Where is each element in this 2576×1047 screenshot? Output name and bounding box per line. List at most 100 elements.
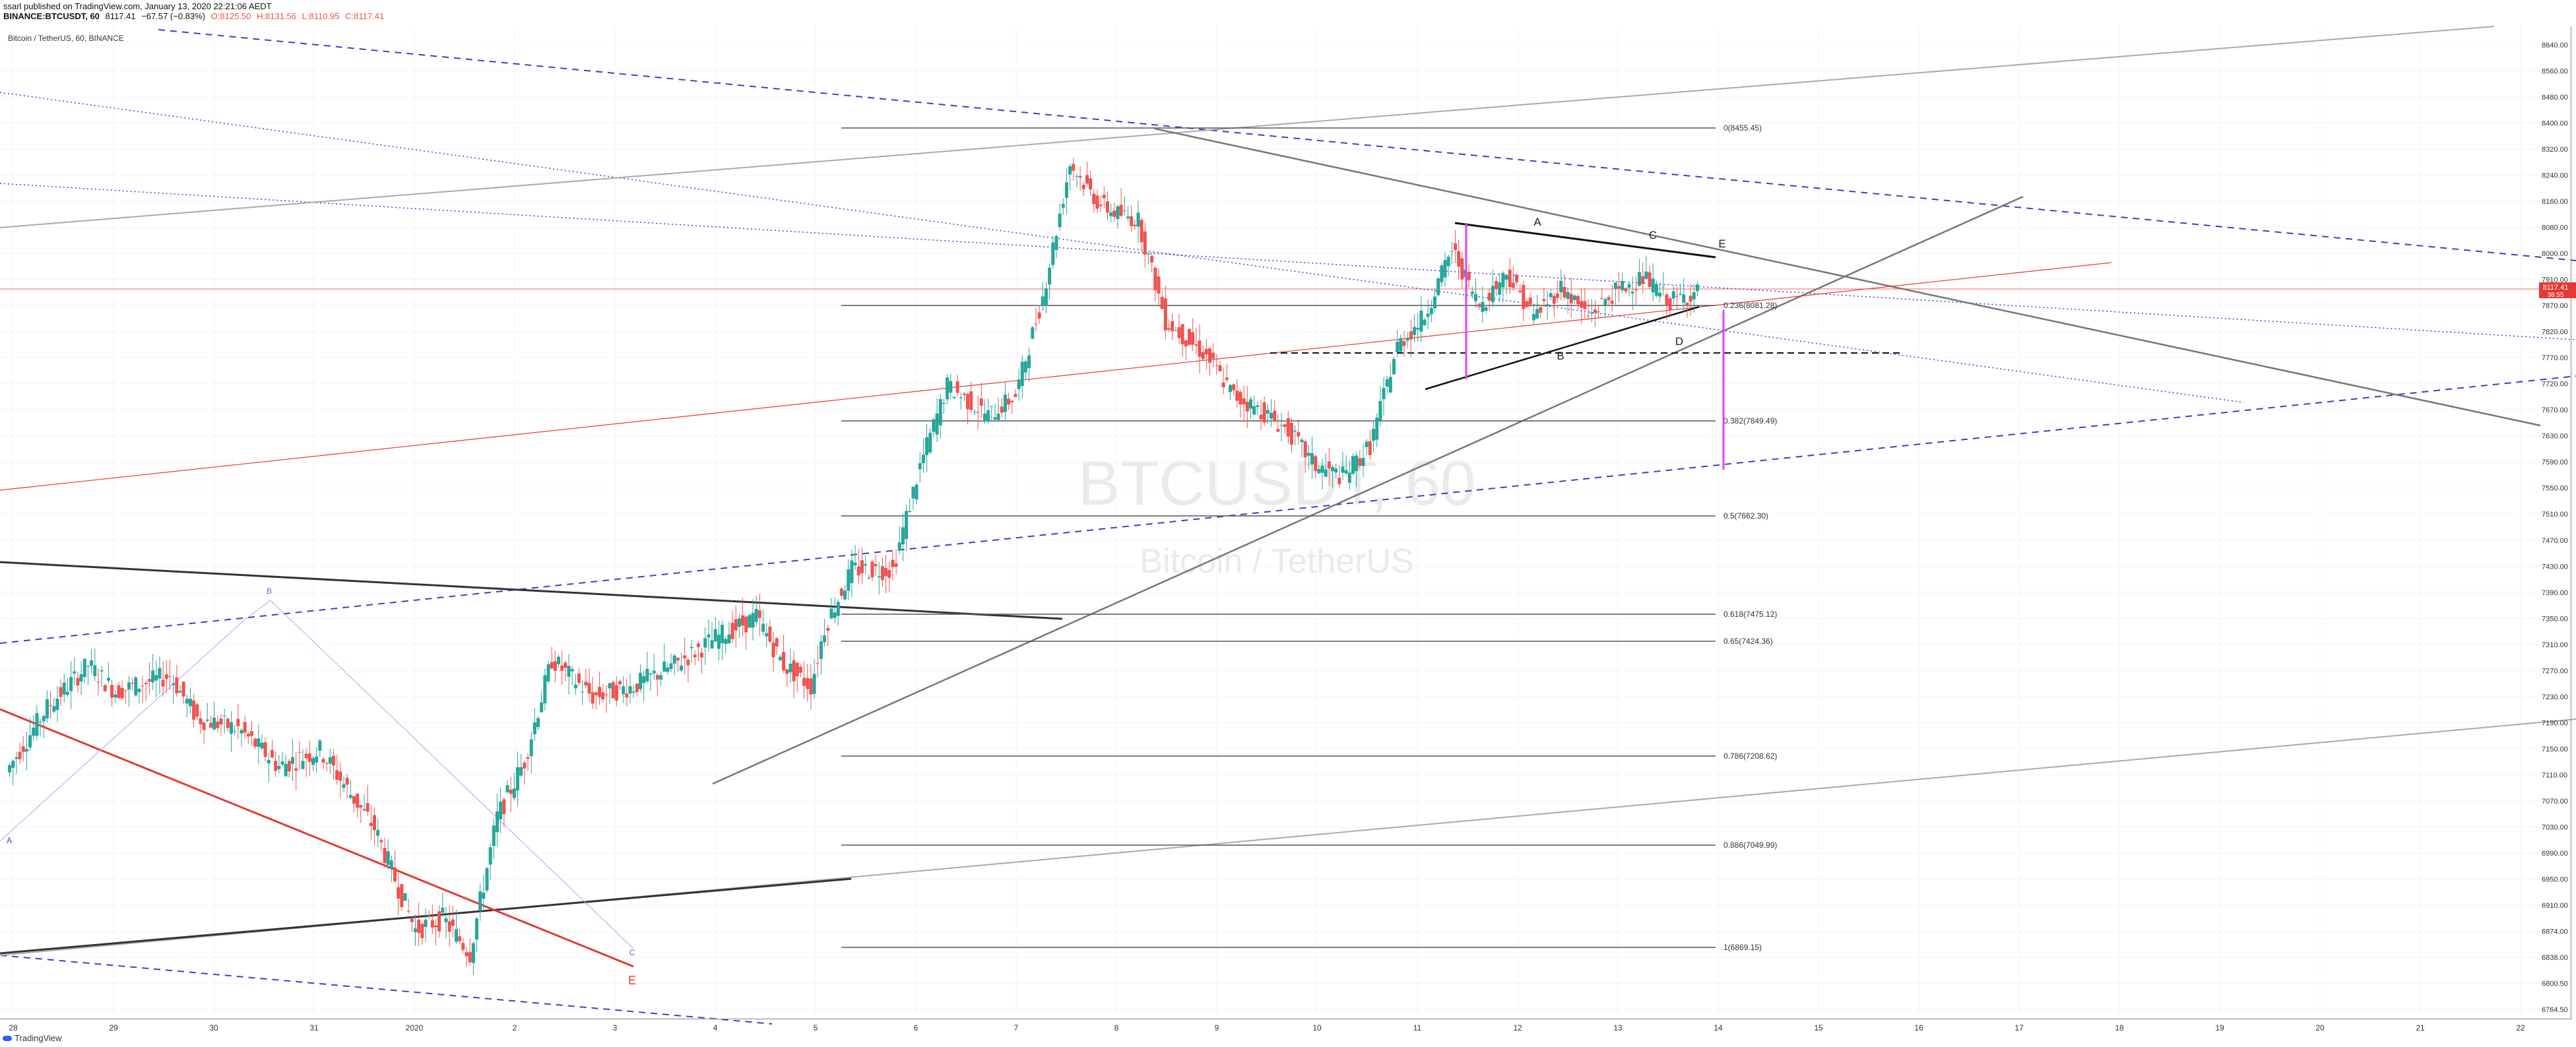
candle-body — [59, 687, 63, 697]
candle-body — [1290, 423, 1294, 445]
abc-leg-1 — [0, 619, 245, 842]
candle-body — [880, 566, 884, 581]
candle-body — [1491, 286, 1495, 303]
wave-label-d: D — [1675, 335, 1683, 348]
time-tick-label: 11 — [1413, 1023, 1422, 1032]
candle-body — [1396, 342, 1400, 353]
candle-body — [76, 678, 80, 686]
candle-body — [369, 823, 373, 826]
candle-body — [1481, 301, 1485, 312]
candle-body — [434, 925, 438, 928]
candle-body — [570, 669, 574, 672]
candle-body — [1279, 425, 1283, 426]
candle-body — [982, 413, 986, 420]
time-axis[interactable]: 28 29 30 31 2020 2 3 4 5 6 7 8 9 10 11 12 13 14 15 16 17 18 19… — [9, 1023, 2525, 1032]
price-tick-label: 8560.00 — [2542, 68, 2568, 76]
candle-body — [1146, 253, 1150, 255]
candle-body — [1133, 224, 1137, 226]
candle-body — [82, 658, 86, 678]
blue-channel-lower — [0, 955, 773, 1025]
candle-body — [117, 685, 121, 699]
price-tick-label: 7550.00 — [2542, 485, 2568, 493]
candle-body — [979, 398, 983, 406]
candle-body — [284, 764, 288, 777]
price-tick-label: 6910.00 — [2542, 902, 2568, 910]
candle-body — [290, 757, 294, 764]
candle-body — [1119, 205, 1123, 216]
candle-body — [823, 635, 827, 643]
candle-body — [911, 487, 915, 499]
candle-body — [1293, 430, 1297, 432]
candle-body — [1027, 355, 1031, 368]
candle-body — [836, 602, 840, 616]
candle-body — [1484, 307, 1488, 311]
candle-body — [1511, 282, 1515, 288]
candle-body — [1405, 337, 1409, 341]
candle-body — [1685, 302, 1689, 305]
candle-body — [1068, 166, 1072, 175]
candle-body — [345, 777, 349, 785]
candle-body — [1474, 294, 1478, 301]
candle-body — [1232, 384, 1236, 391]
candle-body — [263, 742, 267, 757]
candle-body — [962, 393, 966, 395]
candle-body — [1095, 195, 1099, 209]
candle-body — [1177, 327, 1181, 338]
candle-body — [700, 652, 704, 658]
price-tick-label: 7590.00 — [2542, 459, 2568, 466]
candle-body — [587, 683, 591, 694]
candle-body — [966, 394, 970, 410]
wave-label-e: E — [1718, 238, 1725, 250]
candle-body — [942, 402, 946, 404]
candle-body — [567, 666, 571, 677]
candle-body — [1692, 292, 1696, 300]
candle-body — [1259, 414, 1263, 420]
price-axis[interactable]: 8640.00 8560.00 8480.00 8400.00 8320.00 8240.… — [2542, 42, 2568, 1014]
candle-body — [655, 675, 659, 680]
candle-body — [475, 918, 479, 940]
candle-body — [1583, 301, 1587, 309]
candle-body — [1654, 284, 1658, 296]
candle-body — [1426, 313, 1430, 317]
candle-body — [526, 757, 530, 759]
candle-body — [90, 660, 94, 666]
candle-body — [1297, 432, 1301, 437]
candle-body — [1675, 296, 1679, 297]
candle-body — [672, 655, 676, 664]
candle-body — [492, 825, 496, 846]
candle-body — [35, 713, 39, 736]
candle-body — [639, 672, 643, 689]
candle-body — [113, 694, 117, 698]
candles — [8, 158, 1699, 976]
time-tick-label: 5 — [814, 1023, 818, 1032]
candle-body — [1099, 205, 1103, 206]
candle-body — [311, 758, 315, 765]
candle-body — [270, 749, 274, 758]
candle-body — [1153, 267, 1157, 291]
candle-body — [792, 660, 796, 682]
abc-leg-2 — [243, 600, 271, 621]
candle-body — [147, 679, 151, 682]
candle-body — [959, 397, 963, 398]
price-tick-label: 7070.00 — [2542, 798, 2568, 806]
price-tick-label: 7670.00 — [2542, 406, 2568, 414]
ohlc-high: H:8131.56 — [257, 11, 297, 21]
time-tick-label: 2 — [513, 1023, 517, 1032]
candle-body — [1603, 299, 1607, 305]
candle-body — [168, 676, 172, 678]
candle-body — [727, 634, 731, 644]
candle-body — [1610, 300, 1614, 304]
trendlines — [0, 26, 2576, 1025]
candle-body — [1682, 294, 1686, 303]
candle-body — [573, 684, 577, 689]
watermark-symbol: BTCUSDT, 60 — [1078, 448, 1476, 519]
candle-body — [1191, 332, 1195, 345]
candle-body — [1048, 267, 1052, 285]
candle-body — [816, 662, 820, 664]
candle-body — [642, 676, 646, 683]
candle-body — [512, 788, 516, 798]
candle-body — [1388, 377, 1392, 393]
candle-body — [1163, 298, 1167, 331]
blue-dotted-upper — [0, 92, 2244, 403]
